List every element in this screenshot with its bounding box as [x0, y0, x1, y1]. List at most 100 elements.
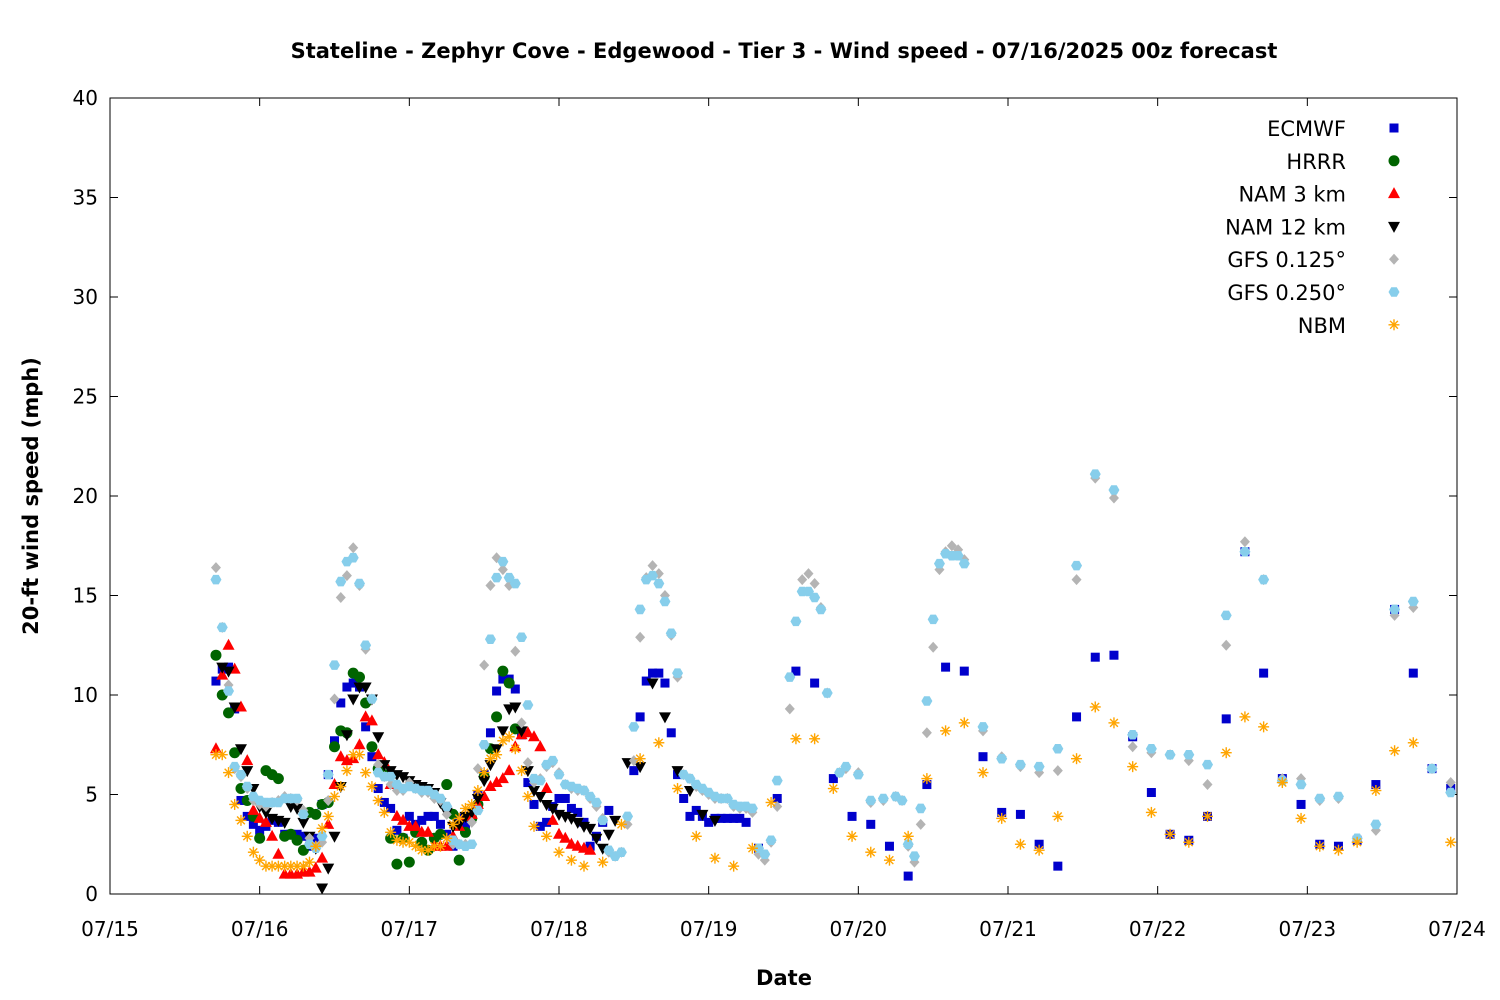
- data-point: [565, 813, 578, 825]
- data-point: [216, 749, 228, 761]
- data-point: [958, 558, 970, 569]
- data-point: [653, 737, 665, 749]
- data-point: [423, 811, 433, 821]
- data-point: [921, 727, 932, 739]
- data-point: [883, 854, 895, 866]
- data-point: [729, 813, 739, 823]
- data-point: [790, 616, 802, 627]
- data-point: [821, 688, 833, 698]
- data-point: [523, 778, 533, 788]
- y-tick-label: 30: [73, 285, 98, 309]
- data-points: [209, 469, 1457, 895]
- data-point: [478, 739, 490, 750]
- data-point: [485, 728, 495, 738]
- data-point: [491, 711, 503, 723]
- data-point: [1370, 819, 1382, 830]
- data-point: [459, 802, 471, 814]
- data-point: [303, 865, 316, 877]
- data-point: [1371, 780, 1381, 790]
- data-point: [684, 773, 696, 784]
- data-point: [417, 815, 427, 825]
- data-point: [735, 813, 745, 823]
- data-point: [1127, 730, 1139, 740]
- data-point: [503, 731, 515, 743]
- data-point: [335, 591, 346, 603]
- data-point: [441, 832, 453, 844]
- data-point: [323, 794, 334, 806]
- data-point: [216, 668, 229, 680]
- legend-marker: [1388, 287, 1400, 297]
- y-tick-label: 0: [85, 882, 98, 906]
- data-point: [490, 776, 503, 788]
- data-point: [297, 809, 309, 820]
- data-point: [211, 676, 221, 686]
- data-point: [222, 666, 235, 678]
- data-point: [922, 780, 932, 790]
- data-point: [310, 808, 322, 820]
- series-6: [210, 701, 1457, 872]
- data-point: [353, 738, 366, 750]
- x-axis: 07/15 07/16 07/17 07/18 07/19 07/20 07/21 07/22…: [81, 98, 1486, 941]
- data-point: [1314, 840, 1326, 852]
- data-point: [329, 693, 340, 705]
- data-point: [647, 570, 659, 581]
- data-point: [522, 700, 534, 710]
- data-point: [484, 634, 496, 645]
- data-point: [1089, 469, 1101, 479]
- data-point: [666, 728, 676, 738]
- data-point: [1332, 791, 1344, 802]
- data-point: [559, 831, 572, 843]
- data-point: [1108, 717, 1120, 729]
- data-point: [1220, 747, 1232, 759]
- data-point: [309, 861, 322, 873]
- y-tick-label: 20: [73, 484, 98, 508]
- data-point: [278, 817, 291, 829]
- data-point: [229, 747, 241, 759]
- data-point: [253, 811, 266, 823]
- data-point: [528, 786, 541, 798]
- data-point: [311, 833, 321, 843]
- data-point: [977, 722, 989, 732]
- data-point: [316, 883, 329, 895]
- data-point: [996, 753, 1008, 764]
- data-point: [360, 640, 372, 651]
- data-point: [392, 825, 402, 835]
- data-point: [384, 766, 397, 778]
- data-point: [1071, 574, 1082, 586]
- data-point: [497, 556, 509, 567]
- data-point: [597, 815, 609, 826]
- data-point: [658, 712, 671, 724]
- data-point: [216, 622, 228, 633]
- data-point: [1239, 546, 1251, 557]
- data-point: [498, 674, 508, 684]
- legend-marker: [1388, 221, 1400, 233]
- data-point: [234, 700, 247, 712]
- data-point: [815, 604, 827, 615]
- data-point: [541, 830, 553, 842]
- data-point: [509, 702, 522, 714]
- data-point: [683, 786, 696, 798]
- data-point: [429, 811, 439, 821]
- data-point: [272, 860, 284, 872]
- data-point: [602, 829, 615, 841]
- data-point: [391, 858, 403, 870]
- data-point: [759, 849, 771, 859]
- data-point: [316, 831, 328, 842]
- x-tick-label: 07/22: [1129, 917, 1187, 941]
- data-point: [635, 712, 645, 722]
- y-axis-label: 20-ft wind speed (mph): [19, 357, 43, 635]
- legend-marker: [1388, 155, 1400, 167]
- y-tick-label: 15: [73, 584, 98, 608]
- data-point: [367, 752, 377, 762]
- data-point: [635, 631, 646, 643]
- data-point: [566, 803, 576, 813]
- data-point: [540, 782, 553, 794]
- data-point: [503, 677, 515, 689]
- data-point: [578, 860, 590, 872]
- data-point: [379, 797, 389, 807]
- data-point: [941, 662, 951, 672]
- data-point: [472, 763, 483, 775]
- data-point: [334, 750, 347, 762]
- data-point: [535, 821, 545, 831]
